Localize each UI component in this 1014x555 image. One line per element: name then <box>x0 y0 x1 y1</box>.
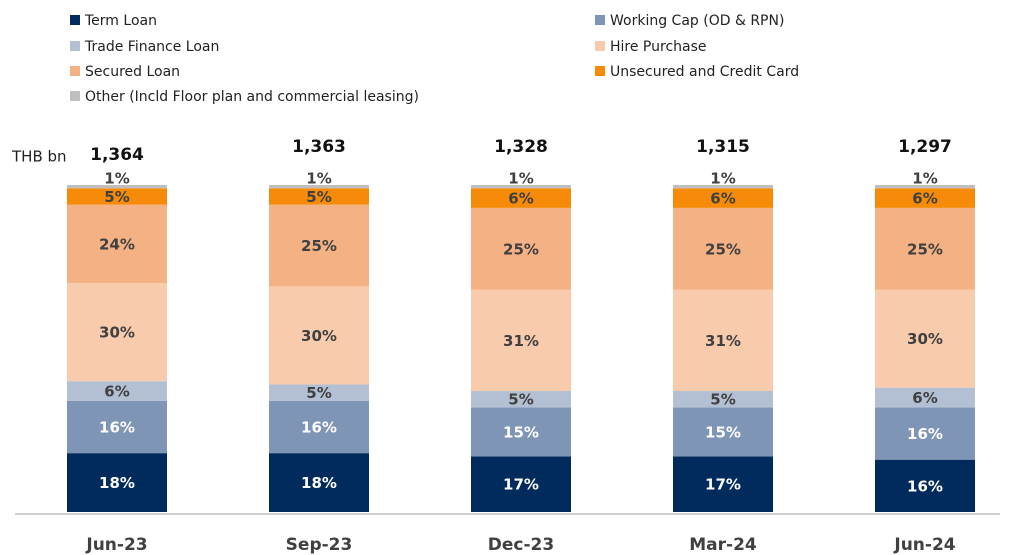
bar-segment <box>875 188 975 208</box>
data-label: 1% <box>306 170 331 188</box>
bar-segment <box>673 391 773 408</box>
data-label: 5% <box>306 188 331 206</box>
legend-swatch <box>595 41 605 51</box>
bar-segment <box>471 185 571 189</box>
legend-swatch <box>70 15 80 25</box>
data-label: 30% <box>301 327 337 345</box>
unit-label: THB bn <box>11 148 67 166</box>
legend-swatch <box>70 66 80 76</box>
data-label: 5% <box>306 384 331 402</box>
bar-segment <box>471 407 571 457</box>
bar-segment <box>471 188 571 208</box>
data-label: 6% <box>912 389 937 407</box>
bar-segment <box>269 204 369 287</box>
bar-segment <box>875 289 975 388</box>
data-label: 16% <box>907 477 943 495</box>
data-label: 6% <box>104 383 129 401</box>
legend-swatch <box>70 91 80 101</box>
bar-segment <box>269 188 369 205</box>
data-label: 25% <box>907 240 943 258</box>
data-label: 6% <box>508 190 533 208</box>
bar-segment <box>875 387 975 408</box>
bar-segment <box>67 453 167 512</box>
bar-segment <box>471 207 571 290</box>
total-label: 1,328 <box>494 137 548 157</box>
data-label: 17% <box>705 476 741 494</box>
data-label: 15% <box>705 423 741 441</box>
bar-segment <box>673 456 773 512</box>
x-tick-label: Jun-24 <box>893 535 955 555</box>
data-label: 6% <box>710 190 735 208</box>
bar-segment <box>269 185 369 189</box>
bar-segment <box>673 188 773 208</box>
data-label: 18% <box>301 474 337 492</box>
data-label: 16% <box>907 425 943 443</box>
bar-segment <box>67 400 167 454</box>
x-tick-label: Sep-23 <box>286 535 353 555</box>
data-label: 5% <box>104 188 129 206</box>
bar-segment <box>673 407 773 457</box>
bar-segment <box>673 185 773 189</box>
data-label: 1% <box>912 170 937 188</box>
bar-segment <box>875 459 975 512</box>
legend-label: Trade Finance Loan <box>84 39 219 55</box>
bar-segment <box>673 289 773 392</box>
bar-segment <box>67 188 167 205</box>
bar-segment <box>875 185 975 189</box>
data-label: 6% <box>912 190 937 208</box>
data-label: 15% <box>503 423 539 441</box>
total-label: 1,315 <box>696 137 750 157</box>
bar-segment <box>269 453 369 512</box>
x-tick-label: Mar-24 <box>689 535 757 555</box>
total-label: 1,364 <box>90 145 144 165</box>
bar-segment <box>471 456 571 512</box>
total-label: 1,363 <box>292 137 346 157</box>
data-label: 18% <box>99 474 135 492</box>
data-label: 30% <box>99 324 135 342</box>
data-label: 30% <box>907 330 943 348</box>
legend-swatch <box>70 41 80 51</box>
bar-segment <box>875 407 975 460</box>
bar-segment <box>269 400 369 454</box>
bar-segment <box>673 207 773 290</box>
bar-segment <box>67 283 167 382</box>
x-tick-label: Jun-23 <box>85 535 147 555</box>
data-label: 1% <box>508 170 533 188</box>
data-label: 5% <box>508 391 533 409</box>
legend-label: Term Loan <box>84 13 157 29</box>
data-label: 5% <box>710 391 735 409</box>
data-label: 25% <box>705 240 741 258</box>
bar-segment <box>269 384 369 401</box>
legend-label: Working Cap (OD & RPN) <box>610 13 784 29</box>
legend-swatch <box>595 66 605 76</box>
data-label: 25% <box>503 240 539 258</box>
bar-segment <box>875 207 975 290</box>
bar-segment <box>67 204 167 284</box>
data-label: 24% <box>99 235 135 253</box>
bar-segment <box>67 381 167 401</box>
data-label: 31% <box>503 332 539 350</box>
data-label: 25% <box>301 237 337 255</box>
data-label: 17% <box>503 476 539 494</box>
data-label: 16% <box>301 418 337 436</box>
legend-label: Other (Incld Floor plan and commercial l… <box>85 89 419 105</box>
legend-label: Secured Loan <box>85 64 180 80</box>
legend-swatch <box>595 15 605 25</box>
total-label: 1,297 <box>898 137 952 157</box>
data-label: 1% <box>104 170 129 188</box>
data-label: 16% <box>99 418 135 436</box>
data-label: 31% <box>705 332 741 350</box>
data-label: 1% <box>710 170 735 188</box>
legend-label: Hire Purchase <box>610 39 707 55</box>
bar-segment <box>67 185 167 189</box>
bar-segment <box>471 391 571 408</box>
bar-segment <box>471 289 571 392</box>
x-tick-label: Dec-23 <box>488 535 554 555</box>
bar-segment <box>269 286 369 385</box>
legend-label: Unsecured and Credit Card <box>610 64 799 80</box>
